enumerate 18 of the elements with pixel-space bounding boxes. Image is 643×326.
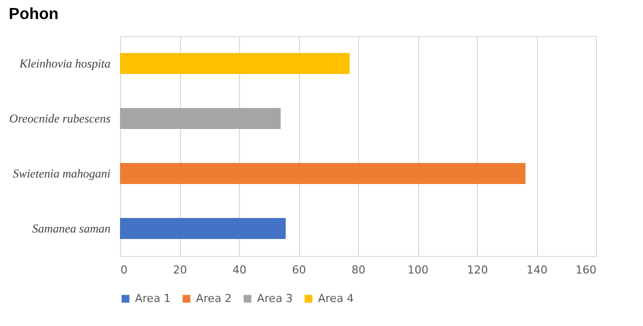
x-tick-label: 120 <box>467 264 488 276</box>
legend-label: Area 3 <box>257 292 293 305</box>
x-tick-label: 0 <box>120 264 128 276</box>
legend-label: Area 1 <box>135 292 171 305</box>
y-tick-label: Samanea saman <box>32 222 110 236</box>
legend-label: Area 2 <box>196 292 232 305</box>
x-tick-label: 140 <box>526 264 548 276</box>
x-tick-label: 20 <box>173 264 187 276</box>
x-tick-label: 60 <box>292 264 306 276</box>
legend-label: Area 4 <box>318 292 354 305</box>
x-tick-label: 80 <box>352 264 366 276</box>
x-tick-label: 100 <box>408 264 428 276</box>
x-tick-label: 160 <box>576 264 596 276</box>
y-tick-label: Swietenia mahogani <box>12 166 110 180</box>
y-tick-label: Kleinhovia hospita <box>18 56 110 70</box>
chart-title: Pohon <box>8 6 59 23</box>
x-tick-label: 40 <box>232 264 246 276</box>
y-tick-label: Oreocnide rubescens <box>9 112 111 126</box>
